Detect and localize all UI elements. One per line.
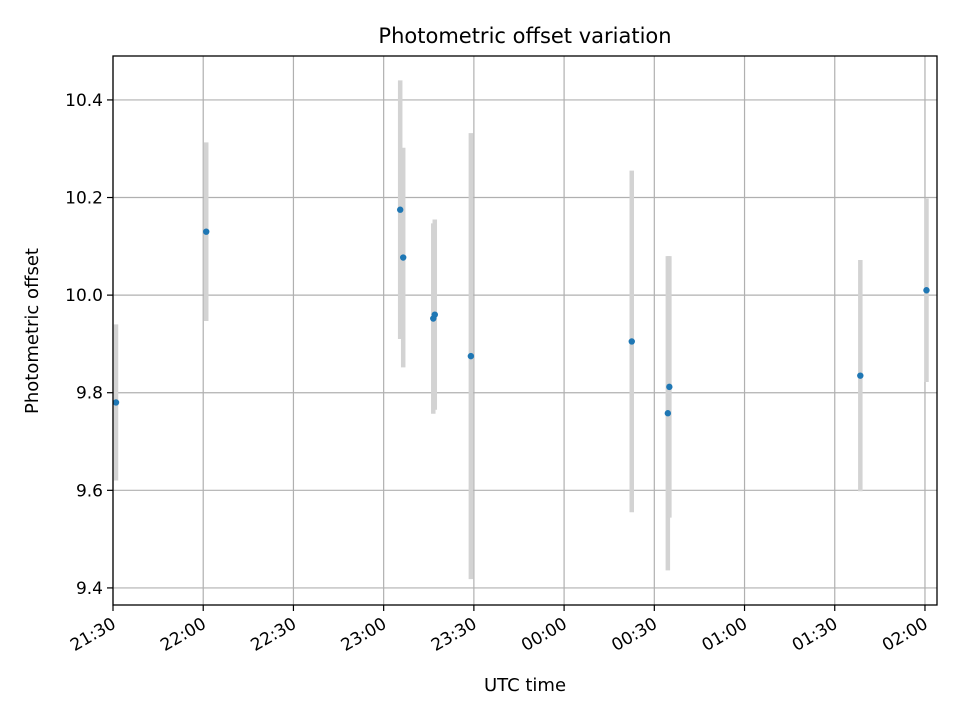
- chart-title: Photometric offset variation: [378, 24, 671, 48]
- data-points: [112, 206, 930, 417]
- data-point: [203, 228, 210, 235]
- y-tick-label: 9.6: [76, 481, 103, 501]
- y-tick-label: 10.2: [65, 189, 103, 209]
- x-axis-label: UTC time: [484, 675, 566, 696]
- data-point: [396, 206, 404, 213]
- data-point: [467, 352, 475, 360]
- data-point: [666, 383, 673, 391]
- data-point: [664, 410, 672, 417]
- y-axis-ticks: 9.4 9.6 9.8 10.0 10.2 10.4: [65, 91, 113, 599]
- data-point: [857, 372, 864, 379]
- y-tick-label: 10.0: [65, 286, 103, 306]
- data-point: [923, 287, 930, 294]
- y-tick-label: 9.8: [76, 384, 103, 404]
- data-point: [112, 399, 120, 406]
- data-point: [628, 338, 635, 345]
- grid: [112, 56, 937, 605]
- data-point: [431, 311, 438, 318]
- data-point: [400, 254, 407, 261]
- plot-frame: [112, 55, 938, 606]
- y-axis-label: Photometric offset: [22, 248, 43, 414]
- y-tick-label: 10.4: [65, 91, 103, 111]
- y-tick-label: 9.4: [76, 579, 103, 599]
